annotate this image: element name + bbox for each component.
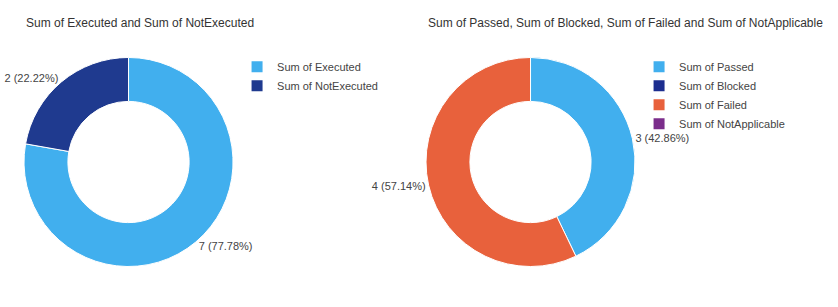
svg-text:3 (42.86%): 3 (42.86%): [635, 132, 689, 144]
svg-text:Sum of Passed, Sum of Blocked,: Sum of Passed, Sum of Blocked, Sum of Fa…: [428, 16, 823, 30]
svg-text:2 (22.22%): 2 (22.22%): [5, 72, 59, 84]
svg-text:Sum of NotApplicable: Sum of NotApplicable: [679, 118, 785, 130]
svg-text:Sum of NotExecuted: Sum of NotExecuted: [277, 80, 378, 92]
svg-text:Sum of Executed and Sum of Not: Sum of Executed and Sum of NotExecuted: [26, 16, 254, 30]
svg-text:Sum of Failed: Sum of Failed: [679, 99, 747, 111]
svg-text:4 (57.14%): 4 (57.14%): [372, 180, 426, 192]
svg-text:7 (77.78%): 7 (77.78%): [199, 240, 253, 252]
svg-text:Sum of Passed: Sum of Passed: [679, 61, 754, 73]
svg-text:Sum of Executed: Sum of Executed: [277, 61, 361, 73]
svg-text:Sum of Blocked: Sum of Blocked: [679, 80, 756, 92]
